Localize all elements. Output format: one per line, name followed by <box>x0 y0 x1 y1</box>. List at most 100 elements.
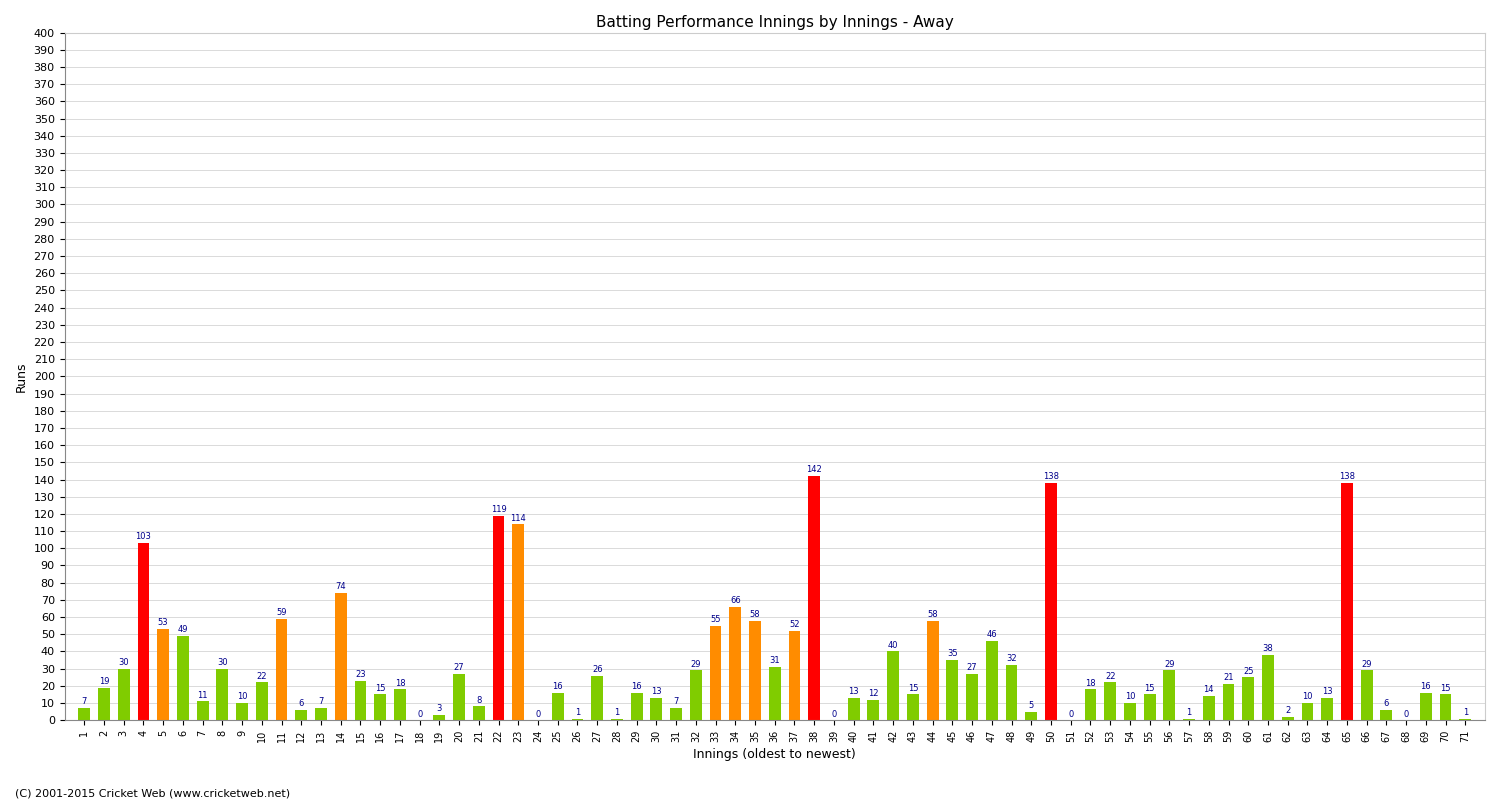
Text: 25: 25 <box>1244 666 1254 675</box>
Bar <box>1143 694 1155 720</box>
Bar <box>630 693 642 720</box>
Bar <box>472 706 484 720</box>
X-axis label: Innings (oldest to newest): Innings (oldest to newest) <box>693 748 856 761</box>
Title: Batting Performance Innings by Innings - Away: Batting Performance Innings by Innings -… <box>596 15 954 30</box>
Text: 1: 1 <box>1462 708 1468 717</box>
Text: 14: 14 <box>1203 686 1214 694</box>
Text: 15: 15 <box>1440 684 1450 693</box>
Text: 16: 16 <box>632 682 642 691</box>
Text: 0: 0 <box>417 710 423 718</box>
Text: 1: 1 <box>1186 708 1191 717</box>
Bar <box>847 698 859 720</box>
Bar <box>236 703 248 720</box>
Text: 12: 12 <box>868 689 879 698</box>
Bar <box>1360 670 1372 720</box>
Bar <box>1084 690 1096 720</box>
Bar <box>296 710 307 720</box>
Bar <box>1184 718 1196 720</box>
Text: 11: 11 <box>198 690 208 699</box>
Bar <box>1026 712 1036 720</box>
Bar <box>1005 666 1017 720</box>
Text: 114: 114 <box>510 514 526 522</box>
Text: 38: 38 <box>1263 644 1274 653</box>
Text: 22: 22 <box>256 672 267 681</box>
Text: 0: 0 <box>831 710 837 718</box>
Text: 119: 119 <box>490 505 507 514</box>
Text: 18: 18 <box>1084 678 1095 687</box>
Bar <box>216 669 228 720</box>
Text: 10: 10 <box>1125 692 1136 702</box>
Bar <box>1124 703 1136 720</box>
Bar <box>492 516 504 720</box>
Bar <box>158 629 170 720</box>
Text: 6: 6 <box>298 699 304 708</box>
Text: 21: 21 <box>1224 674 1234 682</box>
Bar <box>1222 684 1234 720</box>
Bar <box>276 618 288 720</box>
Text: 32: 32 <box>1007 654 1017 663</box>
Bar <box>1046 483 1058 720</box>
Bar <box>1203 696 1215 720</box>
Bar <box>1322 698 1334 720</box>
Bar <box>946 660 958 720</box>
Text: 7: 7 <box>318 698 324 706</box>
Text: 59: 59 <box>276 608 286 617</box>
Text: 15: 15 <box>1144 684 1155 693</box>
Text: 30: 30 <box>217 658 228 667</box>
Bar <box>256 682 267 720</box>
Text: 10: 10 <box>237 692 248 702</box>
Text: 15: 15 <box>908 684 918 693</box>
Bar <box>138 543 150 720</box>
Text: 16: 16 <box>552 682 562 691</box>
Text: 0: 0 <box>1404 710 1408 718</box>
Bar <box>867 699 879 720</box>
Bar <box>453 674 465 720</box>
Text: 15: 15 <box>375 684 386 693</box>
Bar <box>770 667 780 720</box>
Bar <box>572 718 584 720</box>
Text: 13: 13 <box>849 687 859 696</box>
Bar <box>729 606 741 720</box>
Bar <box>1460 718 1472 720</box>
Text: 27: 27 <box>454 663 465 672</box>
Bar <box>966 674 978 720</box>
Bar <box>1380 710 1392 720</box>
Bar <box>552 693 564 720</box>
Text: 0: 0 <box>536 710 540 718</box>
Text: 52: 52 <box>789 620 800 629</box>
Text: 31: 31 <box>770 656 780 666</box>
Bar <box>196 702 208 720</box>
Text: 66: 66 <box>730 596 741 605</box>
Text: 3: 3 <box>436 704 442 714</box>
Bar <box>1302 703 1314 720</box>
Bar <box>610 718 622 720</box>
Bar <box>513 524 523 720</box>
Text: 7: 7 <box>81 698 87 706</box>
Bar <box>789 631 801 720</box>
Bar <box>886 651 898 720</box>
Text: 49: 49 <box>177 626 188 634</box>
Bar <box>354 681 366 720</box>
Bar <box>1282 717 1293 720</box>
Text: 138: 138 <box>1042 472 1059 482</box>
Text: 7: 7 <box>674 698 680 706</box>
Text: 13: 13 <box>651 687 662 696</box>
Text: 18: 18 <box>394 678 405 687</box>
Text: 58: 58 <box>927 610 938 618</box>
Bar <box>1341 483 1353 720</box>
Bar <box>748 621 760 720</box>
Bar <box>1164 670 1176 720</box>
Text: 40: 40 <box>888 641 898 650</box>
Bar <box>670 708 682 720</box>
Text: 10: 10 <box>1302 692 1312 702</box>
Text: 46: 46 <box>987 630 998 639</box>
Bar <box>1104 682 1116 720</box>
Text: 19: 19 <box>99 677 109 686</box>
Text: 6: 6 <box>1383 699 1389 708</box>
Text: 74: 74 <box>336 582 346 591</box>
Bar <box>315 708 327 720</box>
Bar <box>78 708 90 720</box>
Text: 30: 30 <box>118 658 129 667</box>
Bar <box>375 694 386 720</box>
Bar <box>1440 694 1452 720</box>
